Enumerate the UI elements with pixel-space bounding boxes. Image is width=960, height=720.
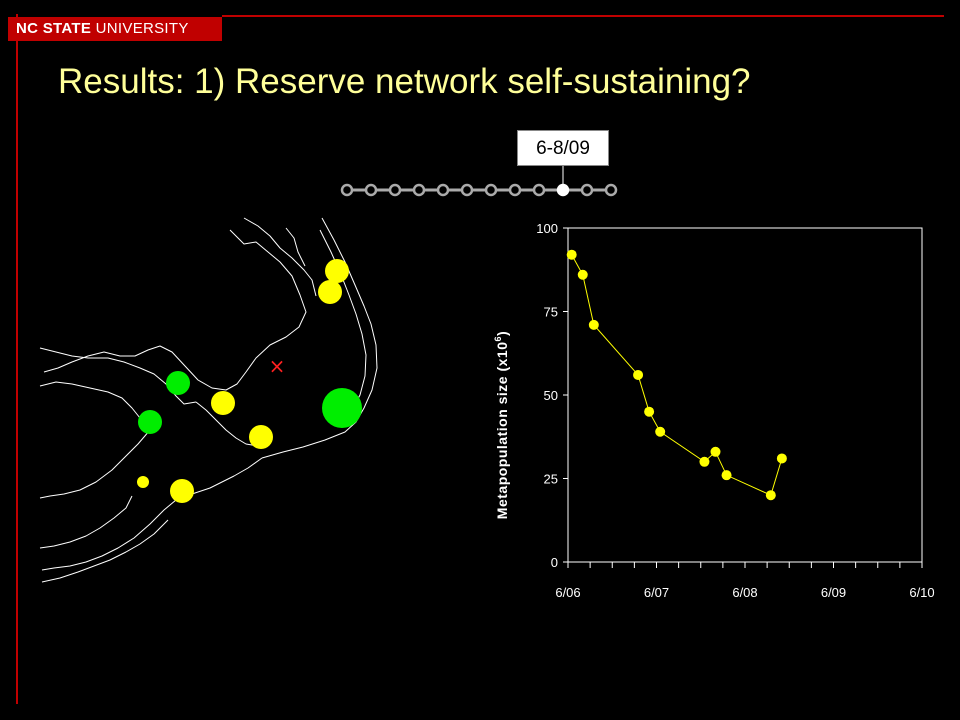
southern-lower-shore xyxy=(41,519,169,583)
timeline-node[interactable] xyxy=(460,183,474,197)
reserve-yellow-dot xyxy=(249,425,273,449)
data-point xyxy=(710,446,721,457)
tidal-creek-1 xyxy=(285,227,306,267)
y-tick-label: 25 xyxy=(544,472,558,487)
study-site-marker: × xyxy=(269,354,286,378)
data-point xyxy=(699,456,710,467)
timeline-node[interactable] xyxy=(364,183,378,197)
reserve-green-dot xyxy=(322,388,362,428)
outer-banks-coastline xyxy=(261,217,378,459)
timeline-date-label: 6-8/09 xyxy=(517,130,609,166)
y-tick-label: 50 xyxy=(544,388,558,403)
data-point xyxy=(776,453,787,464)
sound-shoreline xyxy=(43,229,307,391)
southern-inner-shore xyxy=(39,429,151,499)
plot-frame xyxy=(567,227,923,563)
timeline-node[interactable] xyxy=(604,183,618,197)
top-accent-line xyxy=(222,15,944,17)
reserve-green-dot xyxy=(138,410,162,434)
y-axis-label: Metapopulation size (x106) xyxy=(493,331,510,519)
x-tick-label: 6/09 xyxy=(821,585,846,600)
timeline-node-active[interactable] xyxy=(556,183,570,197)
x-tick-label: 6/08 xyxy=(732,585,757,600)
series-line xyxy=(571,254,783,496)
timeline-node[interactable] xyxy=(388,183,402,197)
slide-title: Results: 1) Reserve network self-sustain… xyxy=(58,62,751,101)
data-point xyxy=(721,470,732,481)
northern-river-shore xyxy=(243,217,317,297)
timeline-node[interactable] xyxy=(436,183,450,197)
data-point xyxy=(644,406,655,417)
estuary-shore xyxy=(39,381,149,431)
left-accent-line xyxy=(16,14,18,704)
inner-sound-shore xyxy=(195,401,259,447)
reserve-yellow-dot xyxy=(170,479,194,503)
university-logo: NC STATE UNIVERSITY xyxy=(8,17,222,41)
y-tick-label: 75 xyxy=(544,305,558,320)
timeline-node[interactable] xyxy=(412,183,426,197)
timeline-node[interactable] xyxy=(484,183,498,197)
y-tick-label: 100 xyxy=(536,221,558,236)
reserve-yellow-dot xyxy=(325,259,349,283)
data-point xyxy=(633,369,644,380)
timeline-node[interactable] xyxy=(532,183,546,197)
timeline-node[interactable] xyxy=(340,183,354,197)
data-point xyxy=(588,319,599,330)
river-shore-2 xyxy=(39,347,197,405)
x-tick-label: 6/10 xyxy=(909,585,934,600)
y-tick-label: 0 xyxy=(551,555,558,570)
reserve-yellow-dot xyxy=(137,476,149,488)
reserve-yellow-dot xyxy=(318,280,342,304)
timeline-node[interactable] xyxy=(508,183,522,197)
data-point xyxy=(655,426,666,437)
data-point xyxy=(765,490,776,501)
x-tick-label: 6/06 xyxy=(555,585,580,600)
timeline-node[interactable] xyxy=(580,183,594,197)
data-point xyxy=(577,269,588,280)
reserve-green-dot xyxy=(166,371,190,395)
southern-coastline xyxy=(41,457,263,571)
x-tick-label: 6/07 xyxy=(644,585,669,600)
reserve-yellow-dot xyxy=(211,391,235,415)
data-point xyxy=(566,249,577,260)
southern-estuary xyxy=(39,495,133,549)
